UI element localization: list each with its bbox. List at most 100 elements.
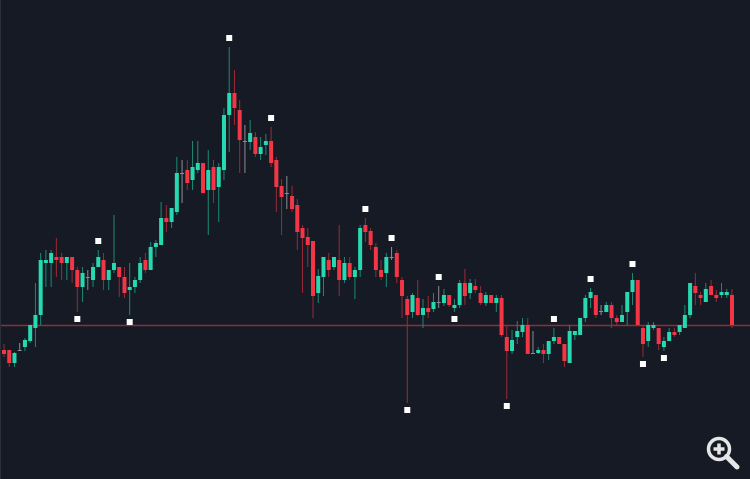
bullish-candle <box>536 350 541 353</box>
bearish-candle <box>337 260 342 280</box>
bullish-candle <box>661 341 666 347</box>
bullish-candle <box>206 170 211 190</box>
bearish-candle <box>614 318 619 322</box>
bearish-candle <box>59 257 64 263</box>
bullish-candle <box>96 257 101 267</box>
bullish-candle <box>420 308 425 315</box>
fractal-down-marker <box>660 355 667 361</box>
doji-candle <box>17 350 22 351</box>
bearish-candle <box>311 241 316 296</box>
bearish-candle <box>300 228 305 238</box>
doji-candle <box>284 193 289 194</box>
bearish-candle <box>237 110 242 140</box>
bullish-candle <box>630 280 635 292</box>
bearish-candle <box>347 263 352 277</box>
bearish-candle <box>426 308 431 312</box>
bearish-candle <box>70 257 75 270</box>
bullish-candle <box>132 280 137 287</box>
fractal-up-marker <box>226 35 233 41</box>
fractal-up-marker <box>362 206 369 212</box>
fractal-up-marker <box>388 235 395 241</box>
bullish-candle <box>316 276 321 293</box>
bearish-candle <box>305 237 310 245</box>
fractal-up-marker <box>268 115 275 121</box>
bullish-candle <box>148 247 153 270</box>
bearish-candle <box>143 260 148 270</box>
bullish-candle <box>321 257 326 277</box>
bearish-candle <box>730 295 734 325</box>
bullish-candle <box>352 270 357 277</box>
bullish-candle <box>604 305 609 312</box>
bearish-candle <box>473 286 478 290</box>
bullish-candle <box>38 260 43 315</box>
bearish-candle <box>693 286 698 293</box>
bearish-candle <box>489 295 494 303</box>
zoom-in-magnifier-icon[interactable] <box>704 434 742 472</box>
fractal-down-marker <box>451 316 458 322</box>
bullish-candle <box>169 208 174 222</box>
bullish-candle <box>578 318 583 335</box>
doji-candle <box>436 302 441 303</box>
bearish-candle <box>279 186 284 197</box>
bearish-candle <box>656 328 661 344</box>
bullish-candle <box>719 292 724 295</box>
doji-candle <box>180 173 185 174</box>
bearish-candle <box>698 295 703 298</box>
bearish-candle <box>714 295 719 298</box>
bearish-candle <box>269 141 274 163</box>
bullish-candle <box>515 331 520 337</box>
bearish-candle <box>609 305 614 318</box>
bullish-candle <box>452 305 457 308</box>
bearish-candle <box>326 260 331 270</box>
bullish-candle <box>724 292 729 295</box>
bullish-candle <box>358 228 363 270</box>
bullish-candle <box>43 260 48 263</box>
bullish-candle <box>153 243 158 247</box>
bullish-candle <box>688 283 693 315</box>
bullish-candle <box>106 270 111 280</box>
bearish-candle <box>54 257 59 260</box>
bullish-candle <box>331 257 336 267</box>
bullish-candle <box>567 331 572 363</box>
bullish-candle <box>12 353 17 363</box>
bearish-candle <box>557 337 562 344</box>
bullish-candle <box>441 295 446 303</box>
bullish-candle <box>520 325 525 332</box>
doji-candle <box>599 311 604 312</box>
bullish-candle <box>384 257 389 273</box>
bearish-candle <box>709 286 714 295</box>
bullish-candle <box>49 253 54 263</box>
bearish-candle <box>447 295 452 305</box>
bearish-candle <box>640 328 645 344</box>
bullish-candle <box>551 337 556 341</box>
bullish-candle <box>28 325 33 341</box>
bearish-candle <box>253 137 258 154</box>
bullish-candle <box>682 315 687 328</box>
bullish-candle <box>457 283 462 305</box>
bullish-candle <box>195 163 200 170</box>
bearish-candle <box>164 218 169 222</box>
bullish-candle <box>138 263 143 280</box>
bullish-candle <box>248 133 253 142</box>
bearish-candle <box>373 247 378 270</box>
bearish-candle <box>379 270 384 277</box>
bearish-candle <box>122 277 127 293</box>
bullish-candle <box>263 141 268 145</box>
doji-candle <box>242 141 247 142</box>
fractal-down-marker <box>639 361 646 367</box>
bearish-candle <box>499 298 504 335</box>
fractal-down-marker <box>74 316 81 322</box>
fractal-up-marker <box>587 276 594 282</box>
bearish-candle <box>541 350 546 354</box>
bullish-candle <box>227 93 232 115</box>
bullish-candle <box>546 341 551 354</box>
bearish-candle <box>478 293 483 303</box>
bullish-candle <box>159 218 164 245</box>
bearish-candle <box>368 231 373 245</box>
bearish-candle <box>462 283 467 296</box>
fractal-up-marker <box>95 238 102 244</box>
fractal-down-marker <box>503 403 510 409</box>
bearish-candle <box>185 170 190 183</box>
